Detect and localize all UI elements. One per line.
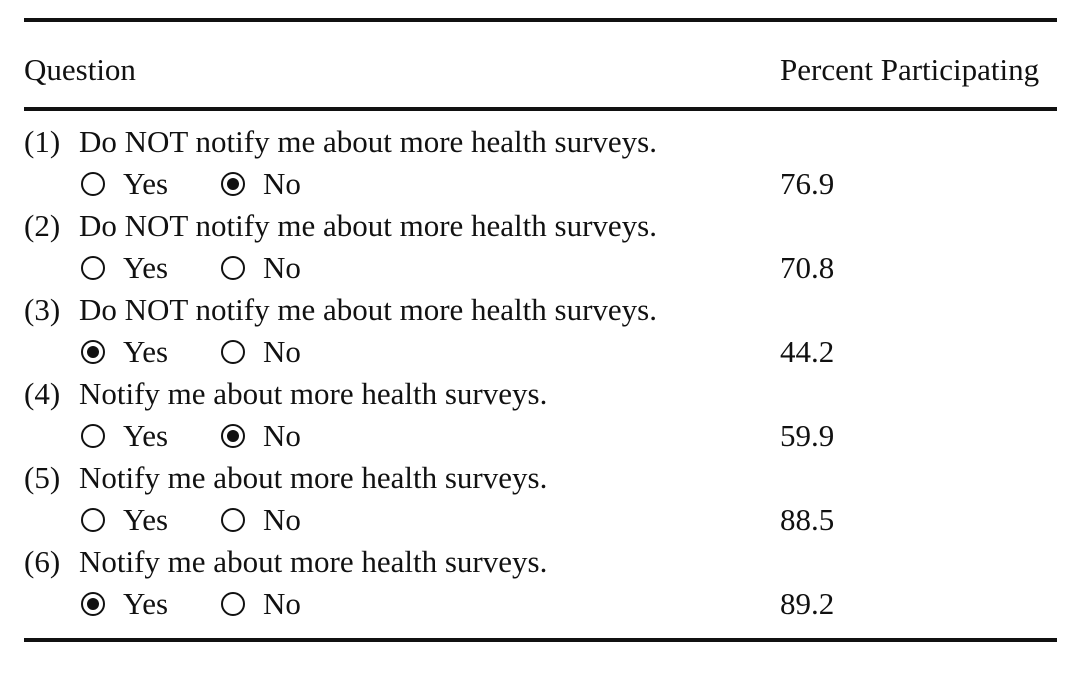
no-label: No: [263, 502, 301, 537]
yes-radio[interactable]: [81, 424, 105, 448]
no-label: No: [263, 250, 301, 285]
table-row-3: (3) Do NOT notify me about more health su…: [24, 289, 1057, 373]
question-line: (2) Do NOT notify me about more health su…: [24, 205, 657, 247]
bottom-rule: [24, 638, 1057, 642]
percent-value: 76.9: [780, 166, 835, 201]
yes-radio[interactable]: [81, 508, 105, 532]
percent-value: 89.2: [780, 586, 835, 621]
no-label: No: [263, 418, 301, 453]
yes-label: Yes: [123, 334, 169, 369]
no-radio[interactable]: [221, 172, 245, 196]
question-text: Do NOT notify me about more health surve…: [79, 292, 657, 327]
table-row-6: (6) Notify me about more health surveys. …: [24, 541, 1057, 625]
question-number: (1): [24, 124, 61, 159]
header-rule: [24, 107, 1057, 111]
no-radio[interactable]: [221, 424, 245, 448]
table-row-1: (1) Do NOT notify me about more health su…: [24, 121, 1057, 205]
yes-radio[interactable]: [81, 340, 105, 364]
yes-label: Yes: [123, 502, 169, 537]
participation-table: Question Percent Participating (1) Do NOT…: [24, 0, 1057, 678]
question-line: (3) Do NOT notify me about more health su…: [24, 289, 657, 331]
no-radio[interactable]: [221, 592, 245, 616]
question-number: (6): [24, 544, 61, 579]
table-row-5: (5) Notify me about more health surveys. …: [24, 457, 1057, 541]
question-number: (2): [24, 208, 61, 243]
top-rule: [24, 18, 1057, 22]
header-percent-participating: Percent Participating: [780, 52, 1040, 87]
question-text: Do NOT notify me about more health surve…: [79, 124, 657, 159]
table-row-4: (4) Notify me about more health surveys. …: [24, 373, 1057, 457]
question-text: Do NOT notify me about more health surve…: [79, 208, 657, 243]
question-number: (4): [24, 376, 61, 411]
question-number: (5): [24, 460, 61, 495]
yes-radio[interactable]: [81, 256, 105, 280]
yes-label: Yes: [123, 586, 169, 621]
question-text: Notify me about more health surveys.: [79, 376, 548, 411]
yes-radio[interactable]: [81, 592, 105, 616]
question-text: Notify me about more health surveys.: [79, 460, 548, 495]
percent-value: 88.5: [780, 502, 835, 537]
percent-value: 59.9: [780, 418, 835, 453]
question-line: (5) Notify me about more health surveys.: [24, 457, 547, 499]
question-line: (4) Notify me about more health surveys.: [24, 373, 547, 415]
yes-label: Yes: [123, 250, 169, 285]
yes-label: Yes: [123, 166, 169, 201]
no-label: No: [263, 166, 301, 201]
question-number: (3): [24, 292, 61, 327]
no-radio[interactable]: [221, 256, 245, 280]
percent-value: 44.2: [780, 334, 835, 369]
percent-value: 70.8: [780, 250, 835, 285]
question-text: Notify me about more health surveys.: [79, 544, 548, 579]
header-question: Question: [24, 52, 136, 87]
no-label: No: [263, 334, 301, 369]
yes-radio[interactable]: [81, 172, 105, 196]
question-line: (1) Do NOT notify me about more health su…: [24, 121, 657, 163]
no-radio[interactable]: [221, 340, 245, 364]
table-row-2: (2) Do NOT notify me about more health su…: [24, 205, 1057, 289]
question-line: (6) Notify me about more health surveys.: [24, 541, 547, 583]
no-label: No: [263, 586, 301, 621]
no-radio[interactable]: [221, 508, 245, 532]
yes-label: Yes: [123, 418, 169, 453]
